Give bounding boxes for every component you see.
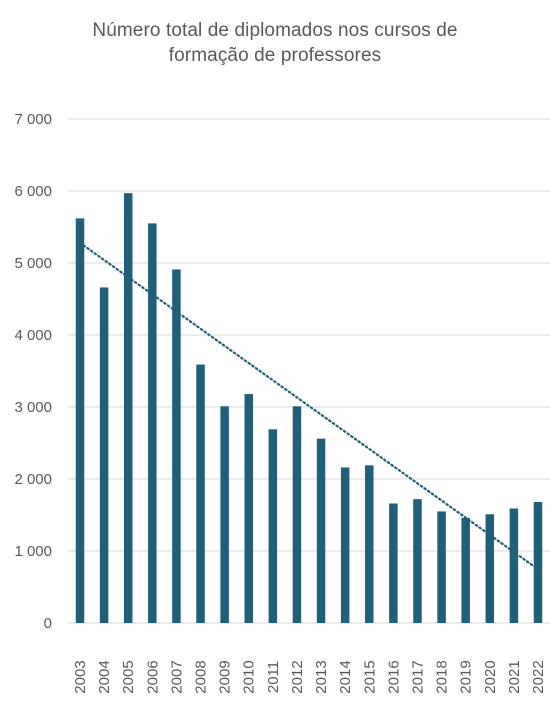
x-tick-label: 2014	[337, 660, 354, 693]
y-tick-label: 7 000	[14, 111, 52, 128]
y-tick-label: 5 000	[14, 255, 52, 272]
x-tick-label: 2018	[434, 660, 451, 693]
x-tick-label: 2009	[217, 660, 234, 693]
chart-title-line-2: formação de professores	[168, 45, 382, 66]
x-tick-label: 2011	[265, 661, 282, 693]
bar-2006	[148, 223, 157, 623]
y-tick-label: 0	[44, 615, 52, 632]
bar-series	[75, 193, 543, 624]
bar-2009	[220, 406, 229, 623]
bar-2004	[99, 287, 109, 623]
chart-title-line-1: Número total de diplomados nos cursos de	[92, 20, 458, 41]
bar-2016	[389, 503, 398, 623]
y-tick-label: 2 000	[14, 471, 52, 488]
x-tick-label: 2008	[193, 660, 210, 693]
x-tick-label: 2022	[530, 660, 547, 693]
x-tick-label: 2015	[361, 660, 378, 693]
bar-2021	[509, 508, 519, 623]
y-tick-label: 4 000	[14, 327, 52, 344]
y-tick-label: 6 000	[14, 183, 52, 200]
x-tick-label: 2004	[96, 660, 113, 693]
bar-2019	[461, 517, 470, 623]
x-tick-label: 2005	[120, 660, 137, 693]
x-tick-label: 2021	[506, 660, 523, 693]
x-tick-label: 2006	[144, 660, 161, 693]
bar-2018	[437, 511, 446, 623]
bar-2003	[75, 218, 85, 624]
bar-2013	[316, 438, 326, 623]
x-tick-label: 2019	[458, 660, 475, 693]
x-tick-label: 2003	[72, 660, 89, 693]
chart-title: Número total de diplomados nos cursos de…	[0, 18, 550, 68]
bar-2005	[123, 193, 133, 623]
x-tick-label: 2016	[385, 660, 402, 693]
bar-2007	[172, 269, 181, 623]
x-tick-label: 2020	[482, 660, 499, 693]
bar-2017	[413, 499, 422, 623]
y-axis-tick-labels: 0 1 000 2 000 3 000 4 000 5 000 6 000 7 000	[14, 111, 52, 632]
trendline-layer	[78, 241, 540, 571]
x-tick-label: 2010	[241, 660, 258, 693]
y-tick-label: 3 000	[14, 399, 52, 416]
x-axis-tick-labels: 2003 2004 2005 2006 2007 2008 2009 2010 2011 2012…	[72, 660, 547, 693]
x-tick-label: 2013	[313, 660, 330, 693]
bar-2010	[244, 394, 253, 623]
x-tick-label: 2017	[409, 660, 426, 693]
bar-2008	[196, 364, 205, 623]
gridlines	[68, 118, 550, 624]
bar-2022	[533, 502, 543, 623]
trendline	[78, 241, 540, 571]
bar-2020	[485, 514, 495, 623]
bar-2015	[365, 465, 374, 623]
bar-2011	[268, 429, 278, 623]
bar-2014	[340, 467, 350, 623]
x-tick-label: 2007	[168, 660, 185, 693]
x-tick-label: 2012	[289, 660, 306, 693]
bar-2012	[292, 406, 302, 623]
y-tick-label: 1 000	[14, 543, 52, 560]
